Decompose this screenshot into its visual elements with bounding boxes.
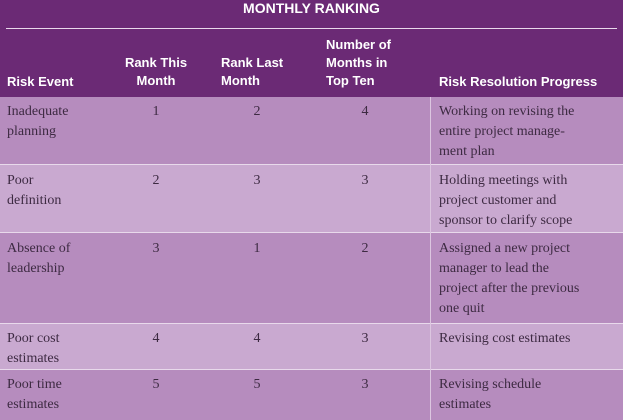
table-row: Poor cost estimates 4 4 3 Revising cost … [0, 324, 623, 369]
risk-event: Poor cost estimates [7, 331, 60, 366]
months-in-top-ten: 3 [361, 331, 369, 346]
resolution-progress: Assigned a new project manager to lead t… [439, 241, 580, 316]
months-in-top-ten: 4 [361, 104, 369, 119]
table-header: MONTHLY RANKING Risk Event Rank This Mon… [0, 0, 623, 97]
risk-event: Poor time estimates [7, 377, 62, 412]
table-row: Absence of leadership 3 1 2 Assigned a n… [0, 233, 623, 323]
table-row: Poor time estimates 5 5 3 Revising sched… [0, 370, 623, 420]
rank-last-month: 1 [253, 241, 261, 256]
rank-this-month: 4 [152, 331, 160, 346]
col-rank-this-month: Rank This Month [124, 55, 188, 88]
header-divider [6, 28, 617, 29]
resolution-progress: Revising schedule estimates [439, 377, 542, 412]
row-divider [0, 164, 623, 165]
col-risk-event: Risk Event [7, 74, 74, 89]
col-rank-last-month: Rank Last Month [221, 55, 284, 88]
table-row: Poor definition 2 3 3 Holding meetings w… [0, 165, 623, 232]
row-divider [0, 232, 623, 233]
risk-event: Poor definition [7, 173, 62, 208]
months-in-top-ten: 2 [361, 241, 369, 256]
table-row: Inadequate planning 1 2 4 Working on rev… [0, 97, 623, 164]
resolution-progress: Working on revising the entire project m… [439, 104, 575, 159]
rank-this-month: 3 [152, 241, 160, 256]
months-in-top-ten: 3 [361, 377, 369, 392]
col-months-in-top-ten: Number of Months in Top Ten [326, 37, 391, 88]
rank-this-month: 2 [152, 173, 160, 188]
rank-this-month: 5 [152, 377, 160, 392]
col-risk-resolution-progress: Risk Resolution Progress [439, 74, 598, 89]
resolution-progress: Holding meetings with project customer a… [439, 173, 573, 228]
risk-event: Absence of leadership [7, 241, 71, 276]
risk-event: Inadequate planning [7, 104, 69, 139]
row-divider [0, 369, 623, 370]
rank-last-month: 4 [253, 331, 261, 346]
resolution-progress: Revising cost estimates [439, 331, 571, 346]
rank-this-month: 1 [152, 104, 160, 119]
rank-last-month: 3 [253, 173, 261, 188]
column-divider [430, 97, 431, 420]
monthly-ranking-banner: MONTHLY RANKING [243, 0, 380, 16]
rank-last-month: 2 [253, 104, 261, 119]
months-in-top-ten: 3 [361, 173, 369, 188]
row-divider [0, 323, 623, 324]
rank-last-month: 5 [253, 377, 261, 392]
